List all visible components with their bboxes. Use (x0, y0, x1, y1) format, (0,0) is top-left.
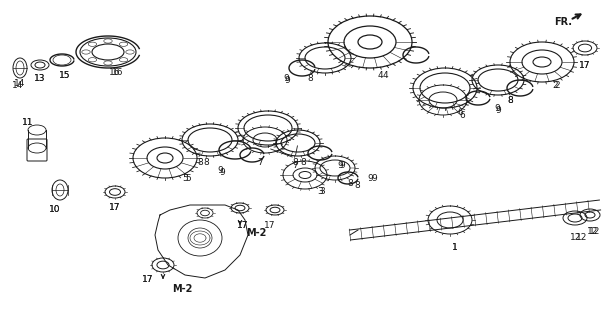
Text: FR.: FR. (554, 17, 572, 27)
Text: 8: 8 (197, 157, 203, 166)
Text: 3: 3 (317, 188, 323, 196)
Text: 15: 15 (59, 70, 71, 79)
Text: 8: 8 (507, 95, 513, 105)
Text: M-2: M-2 (172, 284, 192, 294)
Text: 12: 12 (587, 228, 599, 236)
Text: 5: 5 (185, 173, 191, 182)
Text: 7: 7 (292, 161, 298, 170)
Text: 16: 16 (112, 68, 124, 76)
Text: 9: 9 (367, 173, 373, 182)
Text: 11: 11 (22, 117, 34, 126)
Text: 6: 6 (457, 108, 463, 116)
Text: 12: 12 (589, 228, 601, 236)
Text: 10: 10 (49, 205, 61, 214)
Text: 8: 8 (292, 157, 298, 166)
Text: 1: 1 (452, 244, 458, 252)
Text: 9: 9 (284, 76, 290, 84)
Text: 8: 8 (507, 95, 513, 105)
Text: 17: 17 (238, 220, 248, 229)
Text: 7: 7 (257, 157, 263, 166)
Text: 13: 13 (35, 74, 45, 83)
Text: 9: 9 (337, 161, 343, 170)
Text: M-2: M-2 (246, 228, 266, 238)
Text: 11: 11 (22, 117, 34, 126)
Text: 13: 13 (35, 74, 45, 83)
Text: 9: 9 (283, 74, 289, 83)
Text: 12: 12 (570, 234, 582, 243)
Text: 5: 5 (182, 173, 188, 182)
Text: 8: 8 (354, 180, 360, 189)
Text: 17: 17 (579, 60, 591, 69)
Text: 12: 12 (576, 234, 588, 243)
Text: 9: 9 (494, 103, 500, 113)
Text: 6: 6 (459, 110, 465, 119)
Text: 8: 8 (203, 157, 209, 166)
Text: 17: 17 (109, 204, 121, 212)
Text: 8: 8 (300, 157, 306, 166)
Text: 8: 8 (307, 74, 313, 83)
Text: 10: 10 (49, 205, 61, 214)
Text: 17: 17 (142, 276, 154, 284)
Text: 14: 14 (12, 81, 24, 90)
Text: 9: 9 (495, 106, 501, 115)
Text: 4: 4 (377, 70, 383, 79)
Text: 9: 9 (217, 165, 223, 174)
Text: 17: 17 (238, 220, 248, 229)
Text: 17: 17 (579, 60, 591, 69)
Text: 1: 1 (452, 244, 458, 252)
Text: 15: 15 (59, 70, 71, 79)
Text: 14: 14 (15, 78, 25, 87)
Text: 16: 16 (109, 68, 121, 76)
Text: 9: 9 (219, 167, 225, 177)
Text: 17: 17 (142, 276, 154, 284)
Text: 17: 17 (264, 221, 276, 230)
Text: 9: 9 (339, 161, 345, 170)
Text: 2: 2 (552, 81, 558, 90)
Text: 2: 2 (554, 81, 560, 90)
Text: 9: 9 (371, 173, 377, 182)
Text: 17: 17 (109, 204, 121, 212)
Text: 4: 4 (382, 70, 388, 79)
Text: 3: 3 (319, 188, 325, 196)
Text: 8: 8 (347, 179, 353, 188)
